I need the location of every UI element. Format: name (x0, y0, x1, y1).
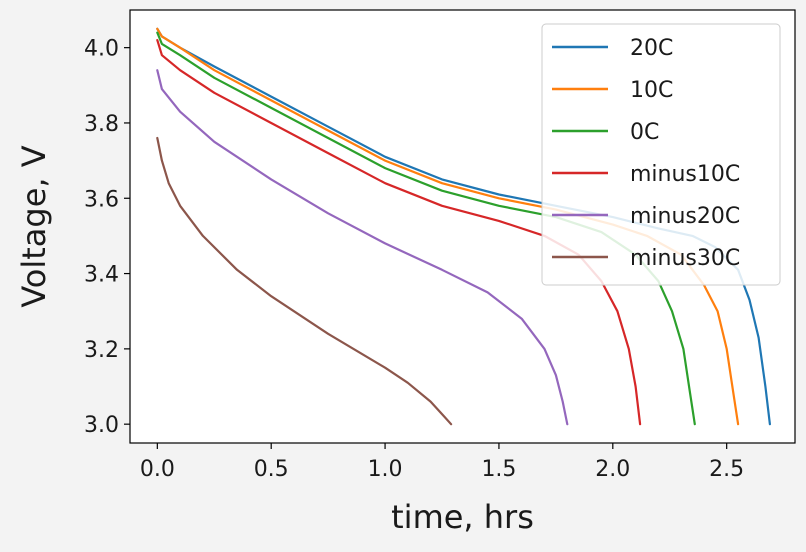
x-axis: 0.0 0.5 1.0 1.5 2.0 2.5 (140, 443, 744, 482)
x-tick-label: 0.0 (140, 457, 175, 482)
x-tick-label: 2.0 (595, 457, 630, 482)
legend-label: 20C (630, 36, 673, 61)
x-tick-label: 1.5 (481, 457, 516, 482)
y-tick-label: 3.0 (84, 413, 119, 438)
y-tick-label: 3.8 (84, 112, 119, 137)
y-tick-label: 4.0 (84, 37, 119, 62)
legend-label: 10C (630, 78, 673, 103)
y-axis: 3.0 3.2 3.4 3.6 3.8 4.0 (84, 37, 130, 438)
legend-label: minus10C (630, 162, 740, 187)
y-tick-label: 3.2 (84, 338, 119, 363)
x-tick-label: 2.5 (709, 457, 744, 482)
y-tick-label: 3.4 (84, 263, 119, 288)
x-tick-label: 1.0 (368, 457, 403, 482)
series-line-minus10C (156, 38, 642, 426)
legend-label: minus20C (630, 204, 740, 229)
series-line-minus20C (156, 69, 569, 426)
legend-label: minus30C (630, 246, 740, 271)
series-line-minus30C (156, 136, 453, 426)
series-line-0C (156, 31, 696, 426)
series-line-10C (156, 27, 740, 426)
y-tick-label: 3.6 (84, 187, 119, 212)
legend: 20C 10C 0C minus10C minus20C minus30C (541, 23, 781, 286)
x-tick-label: 0.5 (254, 457, 289, 482)
legend-label: 0C (630, 120, 659, 145)
y-axis-label: Voltage, V (15, 145, 53, 307)
series-layer (156, 27, 772, 426)
x-axis-label: time, hrs (391, 498, 534, 536)
